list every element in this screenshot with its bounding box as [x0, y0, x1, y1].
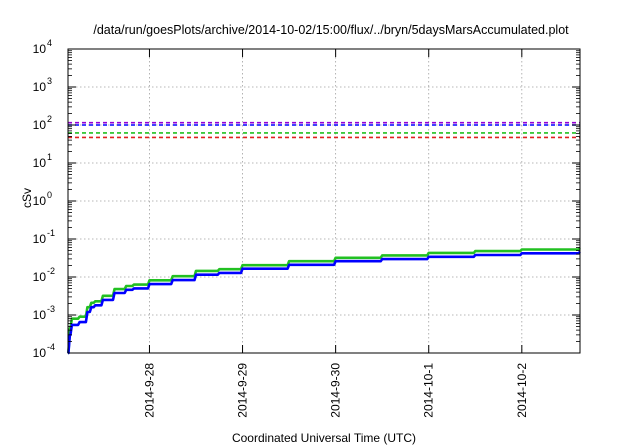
plot-frame — [67, 48, 581, 354]
y-tick-label: 10 0 — [33, 190, 52, 208]
y-tick-exponent: 1 — [47, 152, 52, 162]
y-tick-label: 10 3 — [33, 76, 52, 94]
y-tick-label: 10 4 — [33, 38, 52, 56]
x-tick-label: 2014-9-28 — [142, 363, 156, 418]
y-tick-base: 10 — [33, 308, 47, 322]
x-tick-label: 2014-9-29 — [236, 363, 250, 418]
y-tick-exponent: -1 — [47, 228, 55, 238]
y-tick-exponent: -4 — [47, 342, 55, 352]
threshold-lines — [68, 121, 580, 139]
y-tick-base: 10 — [33, 42, 47, 56]
x-tick-label: 2014-10-1 — [422, 363, 436, 418]
y-tick-label: 10 -4 — [33, 342, 55, 360]
data-series — [67, 247, 581, 355]
y-axis-label: cSv — [20, 188, 34, 208]
x-axis-label: Coordinated Universal Time (UTC) — [232, 431, 416, 445]
y-tick-base: 10 — [33, 346, 47, 360]
series-line — [67, 250, 581, 355]
chart-title: /data/run/goesPlots/archive/2014-10-02/1… — [93, 23, 569, 37]
y-tick-exponent: 0 — [47, 190, 52, 200]
y-tick-exponent: 2 — [47, 114, 52, 124]
y-tick-exponent: 3 — [47, 76, 52, 86]
y-tick-base: 10 — [33, 156, 47, 170]
y-tick-base: 10 — [33, 118, 47, 132]
y-tick-base: 10 — [33, 270, 47, 284]
grid-lines — [68, 49, 580, 353]
y-tick-label: 10 -2 — [33, 266, 55, 284]
y-tick-exponent: -2 — [47, 266, 55, 276]
y-tick-exponent: 4 — [47, 38, 52, 48]
y-tick-label: 10 2 — [33, 114, 52, 132]
y-tick-base: 10 — [33, 194, 47, 208]
y-tick-label: 10 -1 — [33, 228, 55, 246]
x-tick-label: 2014-10-2 — [515, 363, 529, 418]
y-tick-base: 10 — [33, 80, 47, 94]
x-tick-label: 2014-9-30 — [329, 363, 343, 418]
y-tick-base: 10 — [33, 232, 47, 246]
y-tick-label: 10 -3 — [33, 304, 55, 322]
y-tick-label: 10 1 — [33, 152, 52, 170]
y-tick-exponent: -3 — [47, 304, 55, 314]
